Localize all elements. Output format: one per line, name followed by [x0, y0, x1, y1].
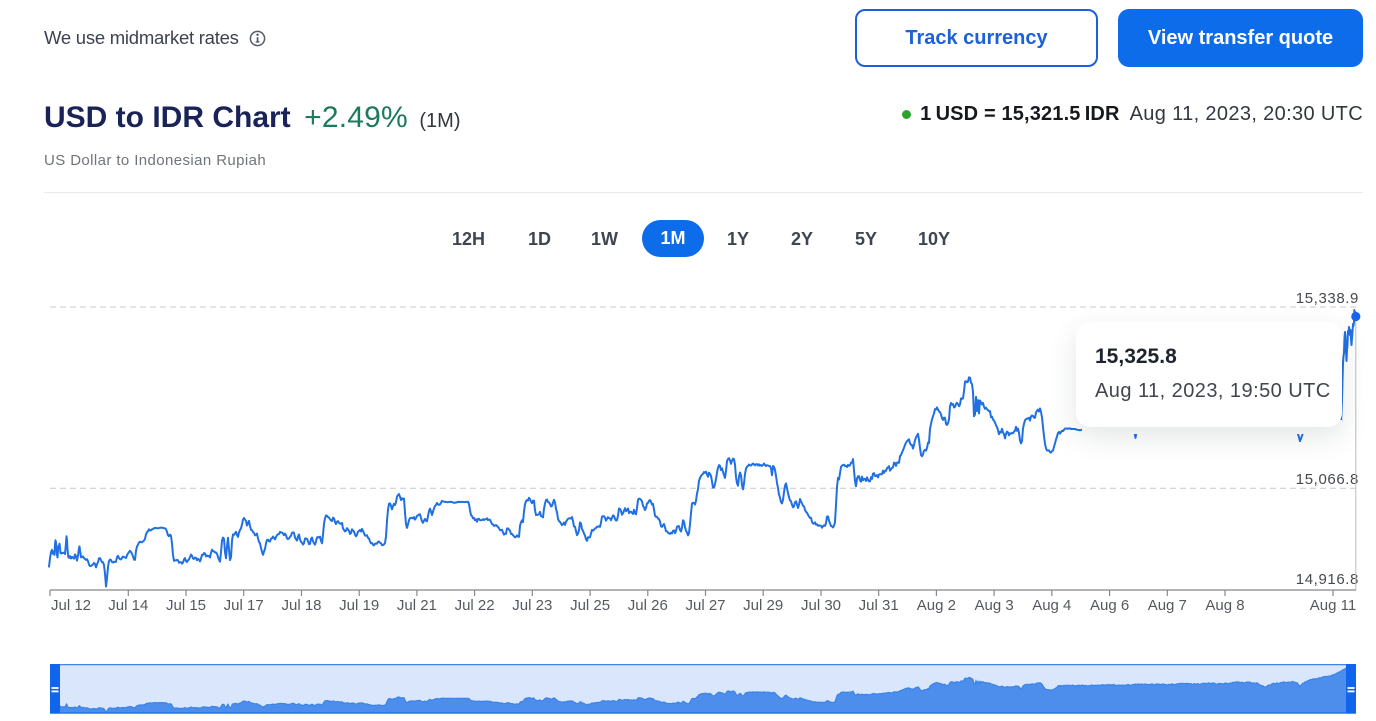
svg-text:Jul 22: Jul 22 — [455, 597, 495, 614]
svg-text:Aug 4: Aug 4 — [1032, 597, 1071, 614]
svg-text:Aug 6: Aug 6 — [1090, 597, 1129, 614]
svg-text:Aug 8: Aug 8 — [1205, 597, 1244, 614]
svg-text:Aug 3: Aug 3 — [974, 597, 1013, 614]
svg-text:Aug 2: Aug 2 — [917, 597, 956, 614]
svg-text:Jul 23: Jul 23 — [512, 597, 552, 614]
svg-text:Aug 7: Aug 7 — [1148, 597, 1187, 614]
svg-text:Jul 30: Jul 30 — [801, 597, 841, 614]
svg-text:Jul 18: Jul 18 — [281, 597, 321, 614]
svg-text:15,066.8: 15,066.8 — [1296, 471, 1359, 488]
svg-text:Jul 29: Jul 29 — [743, 597, 783, 614]
svg-text:14,916.8: 14,916.8 — [1296, 571, 1359, 588]
svg-text:Jul 26: Jul 26 — [628, 597, 668, 614]
svg-text:Jul 12: Jul 12 — [51, 597, 91, 614]
svg-text:Jul 25: Jul 25 — [570, 597, 610, 614]
svg-text:Jul 15: Jul 15 — [166, 597, 206, 614]
svg-text:Jul 17: Jul 17 — [224, 597, 264, 614]
svg-text:Jul 31: Jul 31 — [859, 597, 899, 614]
svg-text:15,338.9: 15,338.9 — [1296, 290, 1359, 307]
svg-text:Jul 19: Jul 19 — [339, 597, 379, 614]
svg-text:Jul 14: Jul 14 — [108, 597, 148, 614]
svg-text:Jul 21: Jul 21 — [397, 597, 437, 614]
svg-text:Aug 11: Aug 11 — [1310, 597, 1356, 614]
svg-text:Jul 27: Jul 27 — [685, 597, 725, 614]
